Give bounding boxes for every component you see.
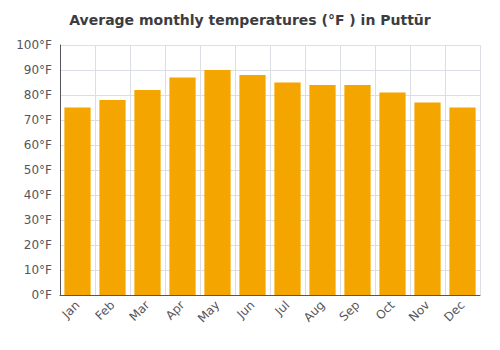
svg-text:90°F: 90°F — [24, 63, 52, 77]
svg-text:Mar: Mar — [127, 298, 153, 324]
svg-text:Jul: Jul — [272, 298, 293, 319]
svg-text:70°F: 70°F — [24, 113, 52, 127]
svg-text:100°F: 100°F — [16, 38, 52, 52]
svg-text:Nov: Nov — [406, 298, 432, 324]
svg-text:Aug: Aug — [301, 298, 327, 324]
svg-text:Sep: Sep — [337, 298, 363, 324]
svg-text:Average monthly temperatures (: Average monthly temperatures (°F ) in Pu… — [69, 12, 431, 28]
svg-text:0°F: 0°F — [31, 288, 52, 302]
svg-text:Jan: Jan — [59, 298, 83, 322]
svg-text:60°F: 60°F — [24, 138, 52, 152]
svg-text:Dec: Dec — [441, 298, 467, 324]
svg-text:Apr: Apr — [163, 298, 188, 323]
svg-text:50°F: 50°F — [24, 163, 52, 177]
svg-text:80°F: 80°F — [24, 88, 52, 102]
svg-text:20°F: 20°F — [24, 238, 52, 252]
svg-text:May: May — [195, 298, 222, 325]
svg-text:Feb: Feb — [93, 298, 118, 323]
svg-text:30°F: 30°F — [24, 213, 52, 227]
svg-text:40°F: 40°F — [24, 188, 52, 202]
svg-text:Jun: Jun — [234, 298, 258, 322]
svg-text:10°F: 10°F — [24, 263, 52, 277]
svg-text:Oct: Oct — [373, 298, 398, 323]
